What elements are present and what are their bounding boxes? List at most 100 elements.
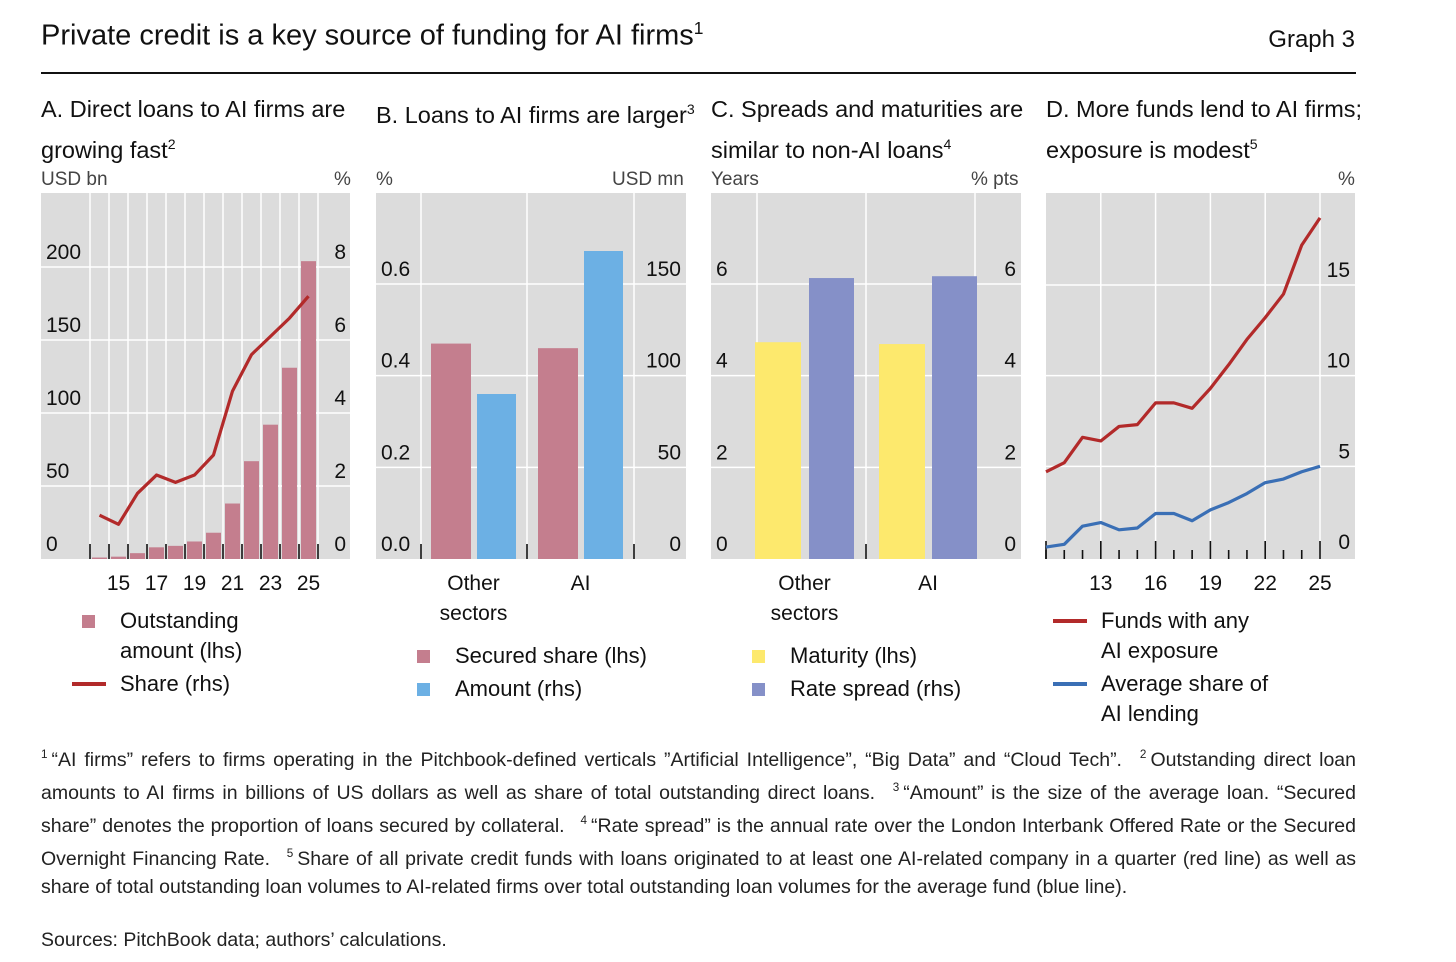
legend-item: Maturity (lhs) — [752, 641, 1032, 671]
panel-c-rhs-tick-label: 2 — [1004, 441, 1016, 464]
panel-a-legend: Outstanding amount (lhs) Share (rhs) — [72, 606, 282, 702]
panel-a-share-line — [98, 295, 310, 526]
panel-d-rhs-tick-label: 10 — [1327, 350, 1350, 373]
panel-d-x-tick-label: 25 — [1308, 572, 1331, 595]
panel-c-rhs-tick-label: 6 — [1004, 258, 1016, 281]
panel-b-legend: Secured share (lhs) Amount (rhs) — [417, 641, 697, 707]
line-swatch-icon — [72, 682, 106, 686]
panel-c-rhs-tick-label: 0 — [1004, 533, 1016, 556]
panel-c-rhs-tick-label: 4 — [1004, 350, 1016, 373]
panel-a-lhs-tick-label: 200 — [46, 241, 81, 264]
panel-a-bar — [206, 532, 221, 559]
bar-swatch-icon — [417, 683, 430, 696]
panel-d-legend: Funds with any AI exposure Average share… — [1053, 606, 1273, 732]
panel-b-bar-other-lhs — [431, 343, 471, 559]
panel-a-lhs-tick-label: 0 — [46, 533, 58, 556]
panel-a-lhs-tick-label: 100 — [46, 387, 81, 410]
graph-title: Private credit is a key source of fundin… — [41, 18, 704, 52]
panel-c-lhs-unit: Years — [711, 169, 759, 190]
bar-swatch-icon — [417, 650, 430, 663]
panel-b-lhs-tick-label: 0.2 — [381, 441, 410, 464]
panel-b-lhs-tick-label: 0.0 — [381, 533, 410, 556]
panel-c-bar-other-lhs — [755, 342, 801, 559]
panel-c-category-label: Other — [778, 572, 831, 595]
panel-a-lhs-tick-label: 50 — [46, 460, 69, 483]
panel-b-lhs-tick-label: 0.4 — [381, 350, 411, 373]
panel-a-x-tick-label: 19 — [183, 572, 206, 595]
panel-a-bar — [168, 545, 183, 559]
panel-c-lhs-tick-label: 0 — [716, 533, 728, 556]
panel-b-rhs-tick-label: 150 — [646, 258, 681, 281]
panel-a-x-tick-label: 23 — [259, 572, 282, 595]
panel-d-x-tick-label: 22 — [1254, 572, 1277, 595]
panel-b-category-label: Other — [447, 572, 500, 595]
panel-b-lhs-unit: % — [376, 169, 393, 190]
legend-item: Rate spread (rhs) — [752, 674, 1032, 704]
panel-d-x-tick-label: 19 — [1199, 572, 1222, 595]
legend-label: Maturity (lhs) — [790, 643, 918, 668]
panel-d-rhs-tick-label: 5 — [1338, 440, 1350, 463]
panel-a-bar — [301, 261, 316, 559]
panel-d-average-share-line — [1045, 464, 1321, 549]
panel-b-bar-ai-lhs — [538, 348, 578, 559]
panel-a-x-tick-label: 21 — [221, 572, 244, 595]
graph-number: Graph 3 — [1268, 26, 1355, 53]
panel-a-rhs-tick-label: 8 — [334, 241, 346, 264]
panel-b-title: B. Loans to AI firms are larger3 — [376, 101, 695, 128]
panel-d-rhs-unit: % — [1338, 169, 1355, 190]
panel-a-rhs-tick-label: 4 — [334, 387, 346, 410]
panel-a-bar — [244, 461, 259, 559]
panel-c-lhs-tick-label: 2 — [716, 441, 728, 464]
legend-label: Secured share (lhs) — [455, 643, 647, 668]
panel-a-bar — [187, 541, 202, 559]
panel-c-category-label: AI — [918, 572, 938, 595]
legend-label: Amount (rhs) — [455, 676, 583, 701]
panel-a-rhs-tick-label: 6 — [334, 314, 346, 337]
panel-d-funds-line — [1045, 217, 1322, 474]
panel-a-lhs-unit: USD bn — [41, 169, 108, 190]
title-rule — [41, 72, 1356, 74]
panel-c-legend: Maturity (lhs) Rate spread (rhs) — [752, 641, 1032, 707]
panel-a-x-tick-label: 15 — [107, 572, 130, 595]
footnote: 2 Outstanding direct loan amounts to AI f… — [41, 748, 1356, 804]
panel-d-x-tick-label: 16 — [1144, 572, 1167, 595]
legend-item: Secured share (lhs) — [417, 641, 697, 671]
panel-c-bar-ai-lhs — [879, 344, 925, 559]
panel-a-bar — [149, 547, 164, 559]
panel-c-bar-ai-rhs — [932, 276, 977, 559]
panel-b-category-label: AI — [571, 572, 591, 595]
panel-a-bar — [263, 424, 278, 559]
legend-label: Rate spread (rhs) — [790, 676, 962, 701]
legend-label: Share (rhs) — [120, 671, 231, 696]
legend-label: Funds with any AI exposure — [1101, 608, 1249, 663]
panel-b-rhs-tick-label: 0 — [669, 533, 681, 556]
panel-c-category-label: sectors — [771, 602, 839, 625]
panel-b-bar-other-rhs — [477, 394, 516, 559]
legend-item: Funds with any AI exposure — [1053, 606, 1273, 666]
legend-item: Amount (rhs) — [417, 674, 697, 704]
panel-a-bar — [225, 503, 240, 559]
panel-a-rhs-tick-label: 0 — [334, 533, 346, 556]
panel-a-bar — [282, 367, 297, 559]
footnote: 3 “Amount” is the size of the average loa… — [41, 781, 1357, 837]
bar-swatch-icon — [82, 615, 95, 628]
line-swatch-icon — [1053, 682, 1087, 686]
legend-item: Average share of AI lending — [1053, 669, 1273, 729]
panel-d-rhs-tick-label: 15 — [1327, 259, 1350, 282]
panel-b-bar-ai-rhs — [584, 251, 623, 559]
panel-b-category-label: sectors — [440, 602, 508, 625]
panel-c-rhs-unit: % pts — [971, 169, 1019, 190]
panel-a-rhs-tick-label: 2 — [334, 460, 346, 483]
panel-a-bar — [92, 557, 107, 559]
legend-item: Outstanding amount (lhs) — [82, 606, 282, 666]
legend-item: Share (rhs) — [72, 669, 282, 699]
sources: Sources: PitchBook data; authors’ calcul… — [41, 929, 447, 951]
panel-b-rhs-unit: USD mn — [612, 169, 684, 190]
panel-b-rhs-tick-label: 50 — [658, 441, 681, 464]
panel-c-bar-other-rhs — [809, 278, 854, 559]
footnote: 1 “AI firms” refers to firms operating in… — [41, 748, 1122, 771]
panel-d-rhs-tick-label: 0 — [1338, 531, 1350, 554]
footnotes: 1 “AI firms” refers to firms operating in… — [41, 741, 1356, 902]
panel-d-x-tick-label: 13 — [1089, 572, 1112, 595]
